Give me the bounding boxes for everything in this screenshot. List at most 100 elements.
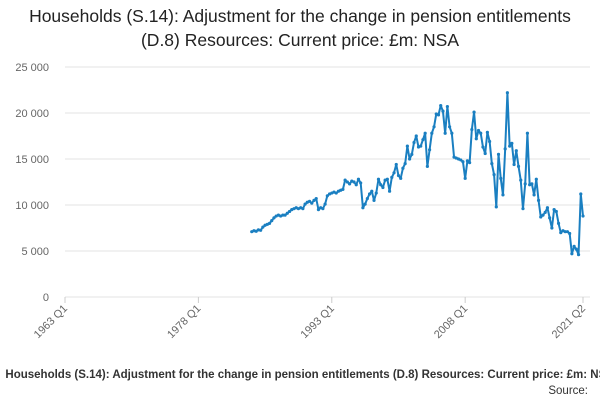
data-point — [385, 177, 389, 181]
data-point — [461, 160, 465, 164]
y-tick-label: 10 000 — [15, 200, 49, 212]
data-point — [576, 253, 581, 257]
y-tick-label: 0 — [43, 292, 49, 304]
data-point — [481, 145, 485, 149]
data-point — [374, 191, 378, 195]
data-point — [301, 207, 305, 211]
data-point — [345, 180, 349, 184]
data-point — [401, 166, 405, 170]
data-point — [568, 231, 572, 236]
data-point — [394, 162, 398, 167]
data-point — [532, 193, 536, 197]
data-point — [450, 131, 454, 135]
data-point — [485, 130, 490, 134]
y-tick-label: 5 000 — [21, 246, 49, 258]
data-point — [423, 131, 427, 135]
data-point — [521, 207, 525, 211]
data-point — [474, 137, 478, 141]
data-point — [428, 148, 432, 152]
data-point — [381, 185, 385, 190]
data-point — [483, 151, 487, 156]
data-point — [323, 202, 327, 206]
data-point — [503, 147, 507, 151]
data-point — [581, 214, 585, 218]
data-point — [494, 205, 498, 209]
data-point — [399, 176, 403, 180]
data-point — [505, 91, 510, 95]
data-point — [543, 210, 547, 214]
data-point — [396, 173, 401, 178]
data-point — [341, 187, 345, 191]
data-point — [445, 104, 449, 109]
data-point — [410, 152, 414, 156]
data-point — [501, 193, 505, 197]
data-point — [463, 176, 467, 180]
y-tick-label: 25 000 — [15, 62, 49, 74]
data-point — [430, 131, 434, 135]
data-point — [425, 164, 429, 168]
data-point — [359, 181, 363, 185]
data-point — [470, 127, 474, 132]
data-point — [559, 231, 563, 235]
data-point — [563, 230, 567, 234]
data-point — [419, 144, 423, 148]
data-point — [405, 144, 409, 148]
data-point — [448, 125, 452, 129]
data-point — [363, 202, 367, 206]
data-point — [354, 183, 358, 187]
data-point — [272, 216, 276, 220]
data-point — [281, 213, 285, 217]
data-point — [285, 211, 289, 215]
data-point — [556, 221, 561, 225]
data-point — [490, 162, 494, 166]
data-point — [443, 131, 447, 135]
data-point — [361, 206, 365, 210]
data-point — [525, 131, 530, 135]
data-point — [261, 225, 265, 229]
data-point — [312, 198, 316, 202]
data-point — [539, 215, 543, 219]
data-point — [472, 110, 476, 114]
data-point — [370, 189, 374, 193]
data-point — [510, 141, 514, 145]
data-point — [574, 247, 578, 251]
data-point — [476, 128, 481, 133]
data-point — [519, 178, 523, 182]
data-point — [534, 177, 538, 181]
y-tick-label: 15 000 — [15, 154, 49, 166]
data-point — [316, 208, 321, 212]
data-point — [439, 104, 443, 108]
data-point — [376, 177, 381, 181]
data-point — [579, 192, 583, 196]
data-point — [536, 198, 541, 202]
data-point — [432, 125, 436, 129]
footer-title: Households (S.14): Adjustment for the ch… — [5, 369, 600, 381]
data-point — [392, 171, 396, 175]
data-point — [441, 109, 445, 113]
data-point — [479, 131, 483, 135]
data-point — [496, 152, 501, 156]
data-point — [270, 219, 274, 223]
data-point — [572, 244, 576, 248]
data-point — [414, 134, 418, 138]
data-point — [372, 198, 376, 202]
data-line — [251, 91, 584, 256]
data-point — [459, 158, 463, 162]
data-point — [310, 201, 314, 205]
data-point — [523, 182, 527, 186]
data-point — [550, 226, 554, 230]
data-point — [492, 173, 496, 177]
data-point — [307, 199, 312, 203]
data-point — [570, 252, 574, 256]
data-point — [287, 209, 292, 214]
x-tick-label: 1978 Q1 — [165, 303, 203, 341]
data-point — [403, 162, 407, 166]
data-point — [554, 209, 558, 214]
data-point — [499, 176, 503, 180]
data-point — [552, 208, 556, 212]
source: Source: — [548, 385, 588, 397]
data-point — [321, 207, 325, 211]
data-point — [387, 189, 392, 193]
